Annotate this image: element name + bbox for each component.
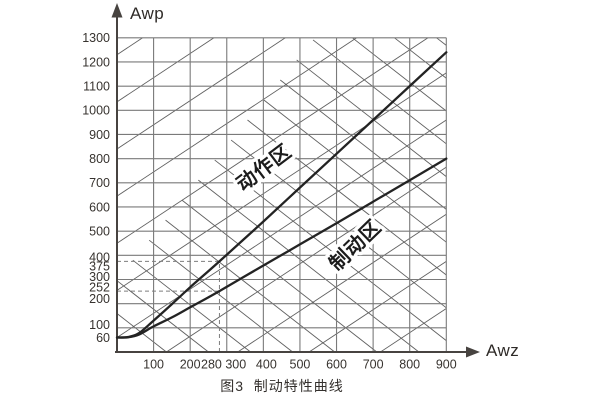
diagonal-up-line	[116, 119, 447, 338]
diagonal-down-line	[247, 119, 447, 276]
y-tick-label: 1300	[82, 31, 110, 45]
lower-boundary-curve	[115, 157, 448, 339]
y-tick-label: 1100	[83, 79, 110, 93]
diagonal-down-line	[394, 37, 447, 79]
y-tick-label: 252	[89, 280, 110, 294]
diagonal-up-line	[116, 37, 143, 56]
boundary-curves	[115, 51, 448, 339]
diagonal-down-line	[296, 59, 447, 177]
diagonal-down-line	[263, 99, 447, 243]
y-tick-label: 600	[89, 200, 110, 214]
y-tick-label: 200	[89, 292, 110, 306]
x-tick-label: 700	[363, 358, 384, 372]
y-tick-label: 1000	[82, 104, 110, 118]
diagonal-up-line	[116, 37, 357, 197]
axes	[111, 3, 480, 358]
x-tick-label: 600	[326, 358, 347, 372]
y-tick-label: 700	[89, 176, 110, 190]
x-tick-label: 500	[290, 358, 311, 372]
figure-caption: 图3 制动特性曲线	[220, 378, 344, 394]
diagonal-up-line	[116, 72, 447, 291]
y-tick-label: 900	[89, 128, 110, 142]
dashed-reference-lines	[117, 260, 220, 352]
diagonal-down-line	[148, 239, 293, 353]
y-tick-label: 100	[89, 318, 110, 332]
diagonal-up-line	[116, 37, 215, 103]
diagonal-down-line	[279, 79, 447, 210]
diagonal-up-line	[166, 166, 447, 353]
diagonal-down-line	[312, 39, 447, 145]
y-axis-unit-label: Awp	[130, 4, 165, 23]
diagonal-down-line	[181, 199, 378, 353]
y-tick-label: 1200	[82, 55, 110, 69]
y-tick-labels: 1300 1200 1100 1000 900 800 700 600 500 400375300…	[82, 31, 110, 345]
y-axis-arrow	[111, 3, 123, 18]
x-tick-label: 200	[180, 358, 201, 372]
diagonal-up-line	[116, 37, 429, 244]
x-tick-label: 400	[256, 358, 277, 372]
x-axis-unit-label: Awz	[486, 341, 520, 360]
diagonal-up-line	[116, 37, 286, 150]
diagonal-down-line	[116, 280, 209, 353]
diagonal-down-line	[214, 159, 447, 341]
diagonal-down-line	[165, 219, 335, 353]
diagonal-lines-down	[116, 37, 447, 353]
grid-lines	[117, 37, 447, 352]
y-tick-label: 500	[89, 224, 110, 238]
y-tick-label: 60	[96, 331, 110, 345]
y-tick-label: 375	[89, 260, 110, 274]
y-tick-label: 400	[89, 251, 110, 265]
x-tick-labels: 100 200 280 300 400 500 600 700 800 900	[143, 358, 457, 372]
y-tick-label: 300	[89, 270, 110, 284]
x-tick-label: 900	[436, 358, 457, 372]
diagonal-up-line	[308, 260, 447, 353]
upper-boundary-curve	[115, 51, 448, 339]
x-tick-label: 300	[225, 358, 246, 372]
diagonal-lines-up	[116, 37, 447, 353]
x-tick-label: 280	[201, 358, 222, 372]
x-tick-label: 800	[399, 358, 420, 372]
diagonal-down-line	[352, 37, 447, 112]
y-tick-label: 800	[89, 152, 110, 166]
x-axis-arrow	[466, 346, 480, 358]
diagonal-down-line	[198, 179, 420, 353]
diagonal-down-line	[436, 37, 447, 46]
x-tick-label: 100	[143, 358, 164, 372]
diagonal-up-line	[380, 308, 447, 353]
diagonal-up-line	[237, 213, 447, 353]
